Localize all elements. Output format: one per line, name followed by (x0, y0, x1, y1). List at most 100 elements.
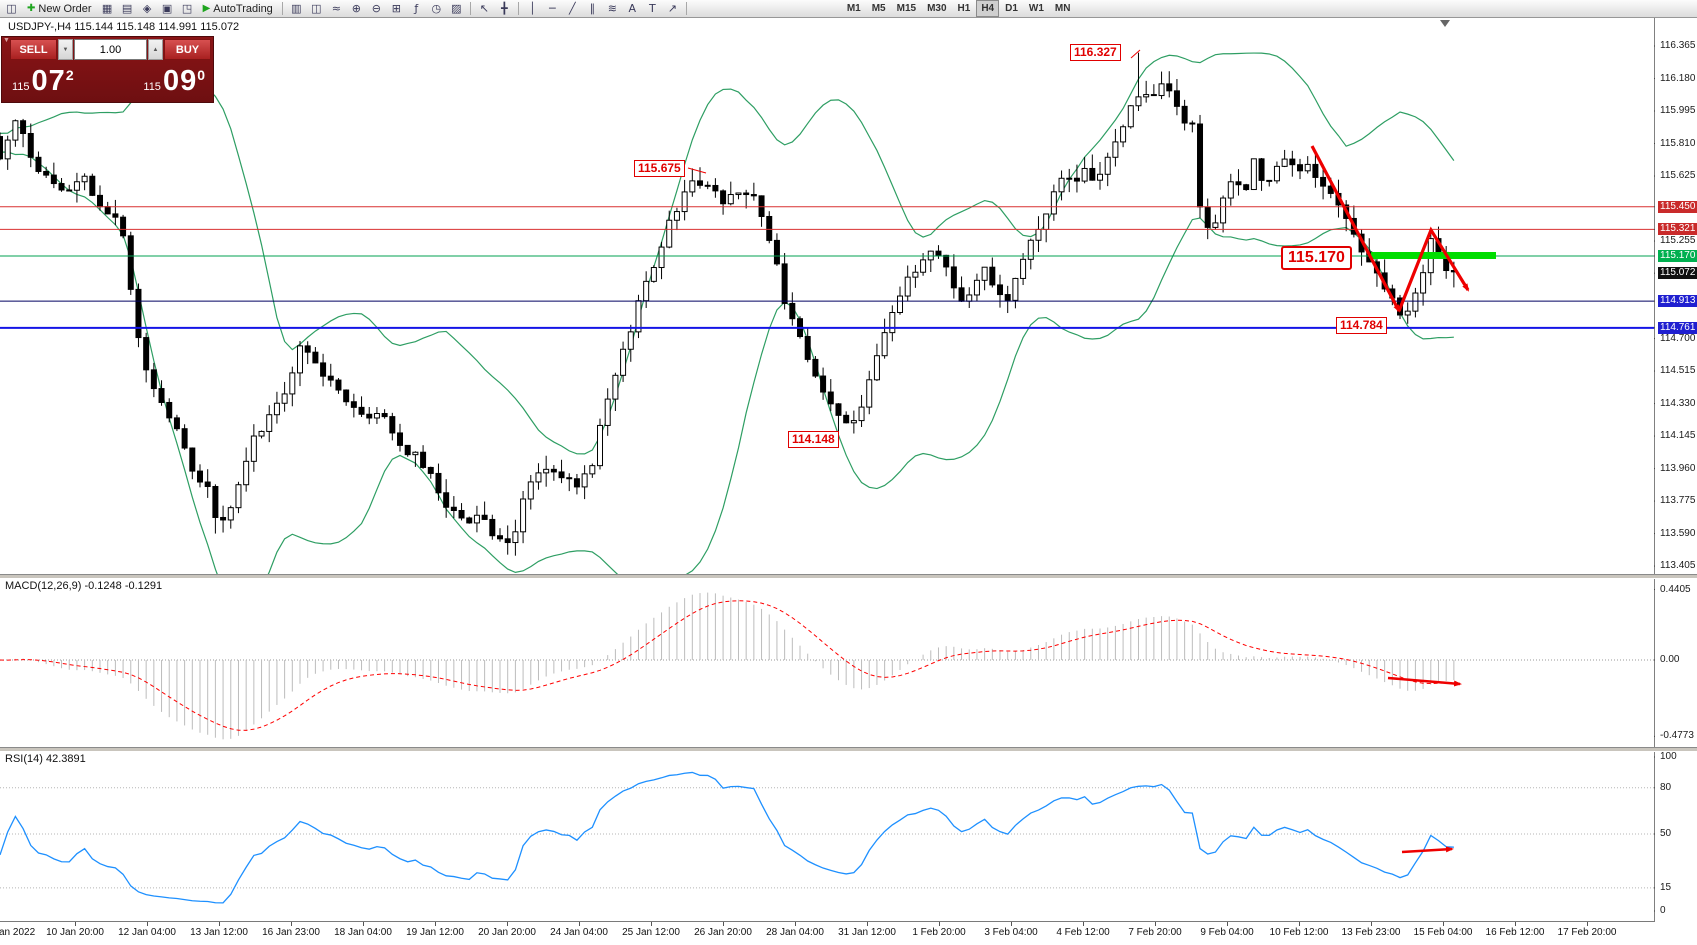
timeframe-m30-button[interactable]: M30 (927, 3, 947, 14)
buy-price[interactable]: 115090 (143, 66, 205, 96)
chart-shift-marker[interactable] (1440, 20, 1450, 27)
zoom-out-icon[interactable]: ⊖ (371, 1, 381, 15)
time-tick (1083, 922, 1084, 926)
autotrading-button[interactable]: ▶ AutoTrading (198, 1, 278, 17)
sell-button[interactable]: SELL (10, 39, 57, 60)
price-annotation-box[interactable]: 114.148 (788, 431, 839, 448)
candle-body (0, 136, 3, 160)
candle-body (712, 184, 719, 192)
price-plot[interactable] (0, 52, 1457, 607)
price-annotation-box[interactable]: 116.327 (1070, 44, 1121, 61)
arrows-object-icon[interactable]: ↗ (667, 1, 677, 15)
volume-increase-button[interactable]: ▲ (148, 39, 163, 60)
chart-window-icon[interactable]: ◫ (6, 1, 17, 15)
candle-body (743, 192, 750, 196)
candle-body (720, 190, 727, 205)
candle-body (1412, 292, 1419, 312)
timeframe-h4-button[interactable]: H4 (976, 0, 1000, 17)
candle-body (481, 514, 488, 520)
timeframe-m5-button[interactable]: M5 (871, 3, 886, 14)
tile-windows-icon[interactable]: ⊞ (391, 1, 401, 15)
trend-arrow[interactable] (687, 167, 707, 174)
candle-body (1258, 158, 1265, 181)
trend-arrow[interactable] (1401, 846, 1454, 854)
data-window-icon[interactable]: ▤ (121, 1, 133, 15)
price-annotation-box[interactable]: 115.170 (1281, 246, 1352, 270)
text-label-icon[interactable]: T (648, 1, 656, 15)
periods-icon[interactable]: ◷ (431, 1, 442, 15)
volume-input[interactable] (74, 39, 147, 60)
one-click-collapse-button[interactable]: ▼ (3, 37, 10, 44)
fibonacci-icon[interactable]: ≋ (607, 1, 617, 15)
templates-icon[interactable]: ▨ (451, 1, 462, 15)
trend-arrow[interactable] (1130, 49, 1141, 59)
new-order-button[interactable]: ✚ New Order (22, 1, 97, 17)
timeframe-m1-button[interactable]: M1 (846, 3, 861, 14)
trendline-icon[interactable]: ╱ (569, 1, 576, 15)
bollinger-lower-band[interactable] (0, 147, 1454, 606)
timeframe-m15-button[interactable]: M15 (896, 3, 917, 14)
timeframe-mn-button[interactable]: MN (1054, 3, 1071, 14)
panel-separator[interactable] (0, 747, 1697, 752)
volume-decrease-button[interactable]: ▼ (58, 39, 73, 60)
crosshair-icon[interactable]: ╋ (501, 1, 508, 15)
time-tick (1011, 922, 1012, 926)
candle-body (1181, 105, 1188, 124)
bar-chart-icon[interactable]: ▥ (291, 1, 302, 15)
candle-body (889, 312, 896, 334)
zoom-in-icon[interactable]: ⊕ (351, 1, 361, 15)
time-axis[interactable]: Jan 2022 10 Jan 20:00 12 Jan 04:00 13 Jan 1… (0, 921, 1655, 945)
candle-body (1089, 167, 1096, 181)
trend-arrow[interactable] (1310, 145, 1401, 313)
timeframe-h1-button[interactable]: H1 (957, 3, 971, 14)
market-watch-icon[interactable]: ▦ (101, 1, 113, 15)
time-axis-label: 24 Jan 04:00 (550, 927, 608, 938)
candle-body (912, 271, 919, 278)
macd-panel[interactable] (0, 592, 1654, 740)
buy-button[interactable]: BUY (164, 39, 211, 60)
trend-arrow[interactable] (1397, 226, 1470, 312)
candle-body (1304, 163, 1311, 172)
panel-separator[interactable] (0, 574, 1697, 579)
navigator-icon[interactable]: ◈ (142, 1, 152, 15)
candlestick-chart-icon[interactable]: ◫ (311, 1, 322, 15)
text-icon[interactable]: A (628, 1, 637, 15)
terminal-icon[interactable]: ▣ (161, 1, 173, 15)
time-tick (723, 922, 724, 926)
toolbar-spacer (691, 8, 841, 9)
green-highlight-bar[interactable] (1371, 252, 1496, 259)
candle-body (1197, 123, 1204, 208)
strategy-tester-icon[interactable]: ◳ (181, 1, 193, 15)
line-chart-icon[interactable]: ≈ (331, 1, 341, 15)
price-axis-label: 115.170 (1658, 249, 1697, 262)
time-tick (1515, 922, 1516, 926)
time-tick (507, 922, 508, 926)
vertical-line-icon[interactable]: │ (529, 1, 536, 15)
candle-body (1158, 83, 1165, 97)
horizontal-line-icon[interactable]: ─ (549, 1, 556, 15)
macd-axis-label: 0.00 (1660, 654, 1680, 665)
candle-body (166, 401, 173, 419)
candle-body (43, 170, 50, 176)
price-axis-label: 115.450 (1658, 200, 1697, 213)
trend-arrow[interactable] (1387, 676, 1462, 687)
timeframe-w1-button[interactable]: W1 (1028, 3, 1044, 14)
candle-body (820, 375, 827, 393)
bollinger-upper-band[interactable] (0, 52, 1455, 455)
rsi-panel[interactable] (0, 771, 1654, 904)
cursor-icon[interactable]: ↖ (479, 1, 489, 15)
candle-body (1266, 179, 1273, 182)
candle-body (450, 506, 457, 511)
price-axis[interactable]: 116.365 116.180 115.995 115.810 115.625 115.4… (1655, 18, 1697, 944)
candle-body (404, 444, 411, 456)
time-axis-label: 10 Feb 12:00 (1269, 927, 1329, 938)
indicators-icon[interactable]: ƒ (414, 1, 419, 15)
candle-body (4, 139, 11, 160)
candle-body (1143, 94, 1150, 98)
price-annotation-box[interactable]: 114.784 (1336, 317, 1387, 334)
equidistant-channel-icon[interactable]: ∥ (589, 1, 596, 15)
price-annotation-box[interactable]: 115.675 (634, 160, 685, 177)
sell-price[interactable]: 115072 (12, 66, 74, 96)
timeframe-d1-button[interactable]: D1 (1005, 3, 1018, 14)
